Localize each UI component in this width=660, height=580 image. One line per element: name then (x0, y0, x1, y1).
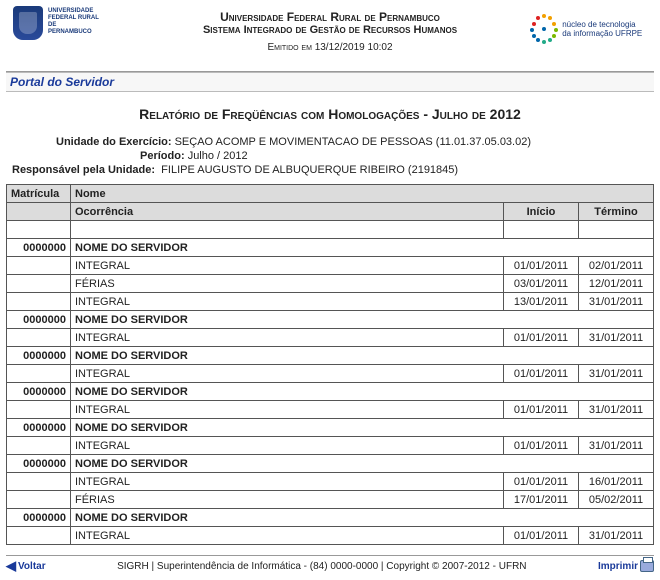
inicio-cell: 01/01/2011 (504, 329, 579, 347)
printer-icon (640, 560, 654, 572)
emitted-value: 13/12/2019 10:02 (315, 42, 393, 53)
ocorrencia-cell: FÉRIAS (71, 491, 504, 509)
col-inicio: Início (504, 203, 579, 221)
inicio-cell: 01/01/2011 (504, 365, 579, 383)
col-nome: Nome (71, 185, 654, 203)
ocorrencia-cell: INTEGRAL (71, 329, 504, 347)
matricula-cell: 0000000 (7, 509, 71, 527)
logo-left-text: UNIVERSIDADE FEDERAL RURAL DE PERNAMBUCO (48, 8, 100, 36)
print-label: Imprimir (598, 561, 638, 572)
servidor-row: 0000000NOME DO SERVIDOR (7, 419, 654, 437)
ocorrencia-row: INTEGRAL01/01/201102/01/2011 (7, 257, 654, 275)
servidor-row: 0000000NOME DO SERVIDOR (7, 383, 654, 401)
responsavel-value: FILIPE AUGUSTO DE ALBUQUERQUE RIBEIRO (2… (161, 164, 458, 176)
table-body: 0000000NOME DO SERVIDORINTEGRAL01/01/201… (7, 221, 654, 545)
emitted-label: Emitido em (267, 42, 311, 53)
matricula-cell: 0000000 (7, 455, 71, 473)
matricula-cell: 0000000 (7, 311, 71, 329)
logo-right-text: núcleo de tecnologia da informação UFRPE (562, 20, 646, 38)
ocorrencia-cell: INTEGRAL (71, 293, 504, 311)
termino-cell: 02/01/2011 (579, 257, 654, 275)
ocorrencia-row: INTEGRAL01/01/201131/01/2011 (7, 329, 654, 347)
footer-center: SIGRH | Superintendência de Informática … (46, 561, 598, 572)
termino-cell: 31/01/2011 (579, 437, 654, 455)
ocorrencia-cell: INTEGRAL (71, 473, 504, 491)
portal-bar: Portal do Servidor (6, 72, 654, 92)
inicio-cell: 03/01/2011 (504, 275, 579, 293)
nome-cell: NOME DO SERVIDOR (71, 311, 654, 329)
inicio-cell: 01/01/2011 (504, 527, 579, 545)
termino-cell: 31/01/2011 (579, 329, 654, 347)
back-link[interactable]: ◀ Voltar (6, 558, 46, 574)
logo-ufrpe: UNIVERSIDADE FEDERAL RURAL DE PERNAMBUCO (10, 6, 100, 40)
termino-cell: 31/01/2011 (579, 365, 654, 383)
nome-cell: NOME DO SERVIDOR (71, 239, 654, 257)
termino-cell: 31/01/2011 (579, 401, 654, 419)
nome-cell: NOME DO SERVIDOR (71, 347, 654, 365)
report-title: Relatório de Freqüências com Homologaçõe… (6, 106, 654, 122)
arrow-left-icon: ◀ (6, 558, 16, 574)
col-matricula: Matrícula (7, 185, 71, 203)
ocorrencia-row: INTEGRAL01/01/201131/01/2011 (7, 437, 654, 455)
termino-cell: 12/01/2011 (579, 275, 654, 293)
ocorrencia-row: INTEGRAL13/01/201131/01/2011 (7, 293, 654, 311)
report-footer: ◀ Voltar SIGRH | Superintendência de Inf… (6, 555, 654, 574)
termino-cell: 05/02/2011 (579, 491, 654, 509)
ocorrencia-cell: INTEGRAL (71, 527, 504, 545)
ocorrencia-row: INTEGRAL01/01/201131/01/2011 (7, 527, 654, 545)
back-label: Voltar (18, 561, 46, 572)
periodo-value: Julho / 2012 (188, 150, 248, 162)
servidor-row: 0000000NOME DO SERVIDOR (7, 455, 654, 473)
report-meta: Unidade do Exercício: SEÇAO ACOMP E MOVI… (12, 136, 654, 176)
dot-cluster-icon (530, 14, 560, 44)
ocorrencia-row: FÉRIAS03/01/201112/01/2011 (7, 275, 654, 293)
report-header: UNIVERSIDADE FEDERAL RURAL DE PERNAMBUCO… (6, 6, 654, 72)
matricula-cell: 0000000 (7, 239, 71, 257)
servidor-row: 0000000NOME DO SERVIDOR (7, 239, 654, 257)
unidade-value: SEÇAO ACOMP E MOVIMENTACAO DE PESSOAS (1… (175, 136, 531, 148)
nome-cell: NOME DO SERVIDOR (71, 455, 654, 473)
print-link[interactable]: Imprimir (598, 560, 654, 572)
termino-cell: 31/01/2011 (579, 527, 654, 545)
nome-cell: NOME DO SERVIDOR (71, 383, 654, 401)
inicio-cell: 01/01/2011 (504, 473, 579, 491)
shield-icon (13, 6, 43, 40)
inicio-cell: 01/01/2011 (504, 401, 579, 419)
servidor-row: 0000000NOME DO SERVIDOR (7, 311, 654, 329)
matricula-cell: 0000000 (7, 419, 71, 437)
inicio-cell: 17/01/2011 (504, 491, 579, 509)
nome-cell: NOME DO SERVIDOR (71, 419, 654, 437)
matricula-cell: 0000000 (7, 383, 71, 401)
matricula-cell: 0000000 (7, 347, 71, 365)
ocorrencia-row: FÉRIAS17/01/201105/02/2011 (7, 491, 654, 509)
inicio-cell: 13/01/2011 (504, 293, 579, 311)
ocorrencia-cell: INTEGRAL (71, 257, 504, 275)
periodo-label: Período: (140, 150, 185, 162)
unidade-label: Unidade do Exercício: (56, 136, 172, 148)
inicio-cell: 01/01/2011 (504, 437, 579, 455)
col-termino: Término (579, 203, 654, 221)
col-ocorrencia: Ocorrência (71, 203, 504, 221)
ocorrencia-cell: FÉRIAS (71, 275, 504, 293)
ocorrencia-row: INTEGRAL01/01/201131/01/2011 (7, 401, 654, 419)
servidor-row: 0000000NOME DO SERVIDOR (7, 347, 654, 365)
ocorrencia-row: INTEGRAL01/01/201131/01/2011 (7, 365, 654, 383)
responsavel-label: Responsável pela Unidade: (12, 164, 155, 176)
ocorrencia-row: INTEGRAL01/01/201116/01/2011 (7, 473, 654, 491)
termino-cell: 16/01/2011 (579, 473, 654, 491)
inicio-cell: 01/01/2011 (504, 257, 579, 275)
termino-cell: 31/01/2011 (579, 293, 654, 311)
servidor-row: 0000000NOME DO SERVIDOR (7, 509, 654, 527)
frequencias-table: Matrícula Nome Ocorrência Início Término… (6, 184, 654, 545)
ocorrencia-cell: INTEGRAL (71, 365, 504, 383)
nome-cell: NOME DO SERVIDOR (71, 509, 654, 527)
logo-nti: núcleo de tecnologia da informação UFRPE (530, 14, 650, 44)
ocorrencia-cell: INTEGRAL (71, 401, 504, 419)
ocorrencia-cell: INTEGRAL (71, 437, 504, 455)
